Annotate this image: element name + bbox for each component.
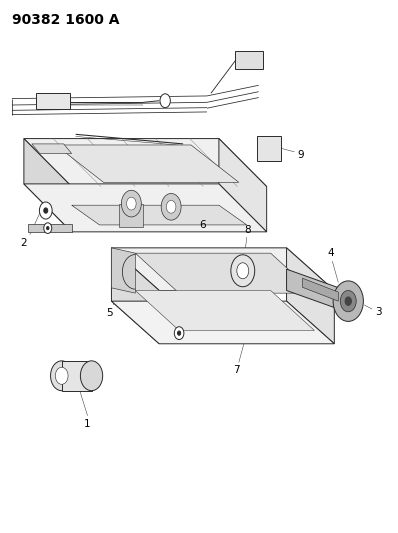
- Circle shape: [178, 331, 181, 335]
- Polygon shape: [135, 290, 314, 330]
- Circle shape: [47, 227, 49, 230]
- Polygon shape: [287, 248, 334, 344]
- Circle shape: [55, 367, 68, 384]
- Text: 90382 1600 A: 90382 1600 A: [12, 13, 119, 27]
- Polygon shape: [111, 248, 135, 293]
- Text: 8: 8: [244, 225, 251, 235]
- Polygon shape: [24, 139, 72, 232]
- Text: 4: 4: [327, 248, 334, 258]
- Text: 6: 6: [200, 220, 206, 230]
- Circle shape: [333, 281, 363, 321]
- Polygon shape: [135, 253, 314, 293]
- Polygon shape: [219, 139, 267, 232]
- Polygon shape: [24, 139, 267, 187]
- Circle shape: [44, 223, 52, 233]
- Polygon shape: [119, 204, 143, 227]
- Polygon shape: [257, 136, 281, 161]
- Text: 3: 3: [375, 307, 381, 317]
- Polygon shape: [111, 301, 334, 344]
- Circle shape: [44, 208, 48, 213]
- Polygon shape: [111, 248, 159, 344]
- Circle shape: [127, 197, 136, 210]
- Polygon shape: [32, 144, 72, 154]
- Text: 2: 2: [21, 238, 27, 247]
- Circle shape: [51, 361, 73, 391]
- Circle shape: [345, 297, 351, 305]
- Circle shape: [80, 361, 103, 391]
- Text: 1: 1: [84, 419, 91, 429]
- Polygon shape: [287, 269, 346, 312]
- Polygon shape: [62, 361, 92, 391]
- Polygon shape: [72, 205, 247, 225]
- Circle shape: [166, 200, 176, 213]
- Circle shape: [174, 327, 184, 340]
- Circle shape: [237, 263, 249, 279]
- Polygon shape: [111, 248, 334, 290]
- Circle shape: [160, 94, 170, 108]
- Text: 9: 9: [297, 150, 304, 159]
- Polygon shape: [235, 51, 263, 69]
- Circle shape: [231, 255, 255, 287]
- Polygon shape: [56, 145, 239, 182]
- Circle shape: [121, 190, 141, 217]
- Circle shape: [161, 193, 181, 220]
- Text: 5: 5: [106, 309, 113, 318]
- Polygon shape: [36, 93, 70, 109]
- Polygon shape: [302, 278, 338, 301]
- Circle shape: [340, 290, 356, 312]
- Polygon shape: [24, 184, 267, 232]
- Polygon shape: [28, 224, 72, 232]
- Circle shape: [39, 202, 52, 219]
- Text: 7: 7: [234, 366, 240, 375]
